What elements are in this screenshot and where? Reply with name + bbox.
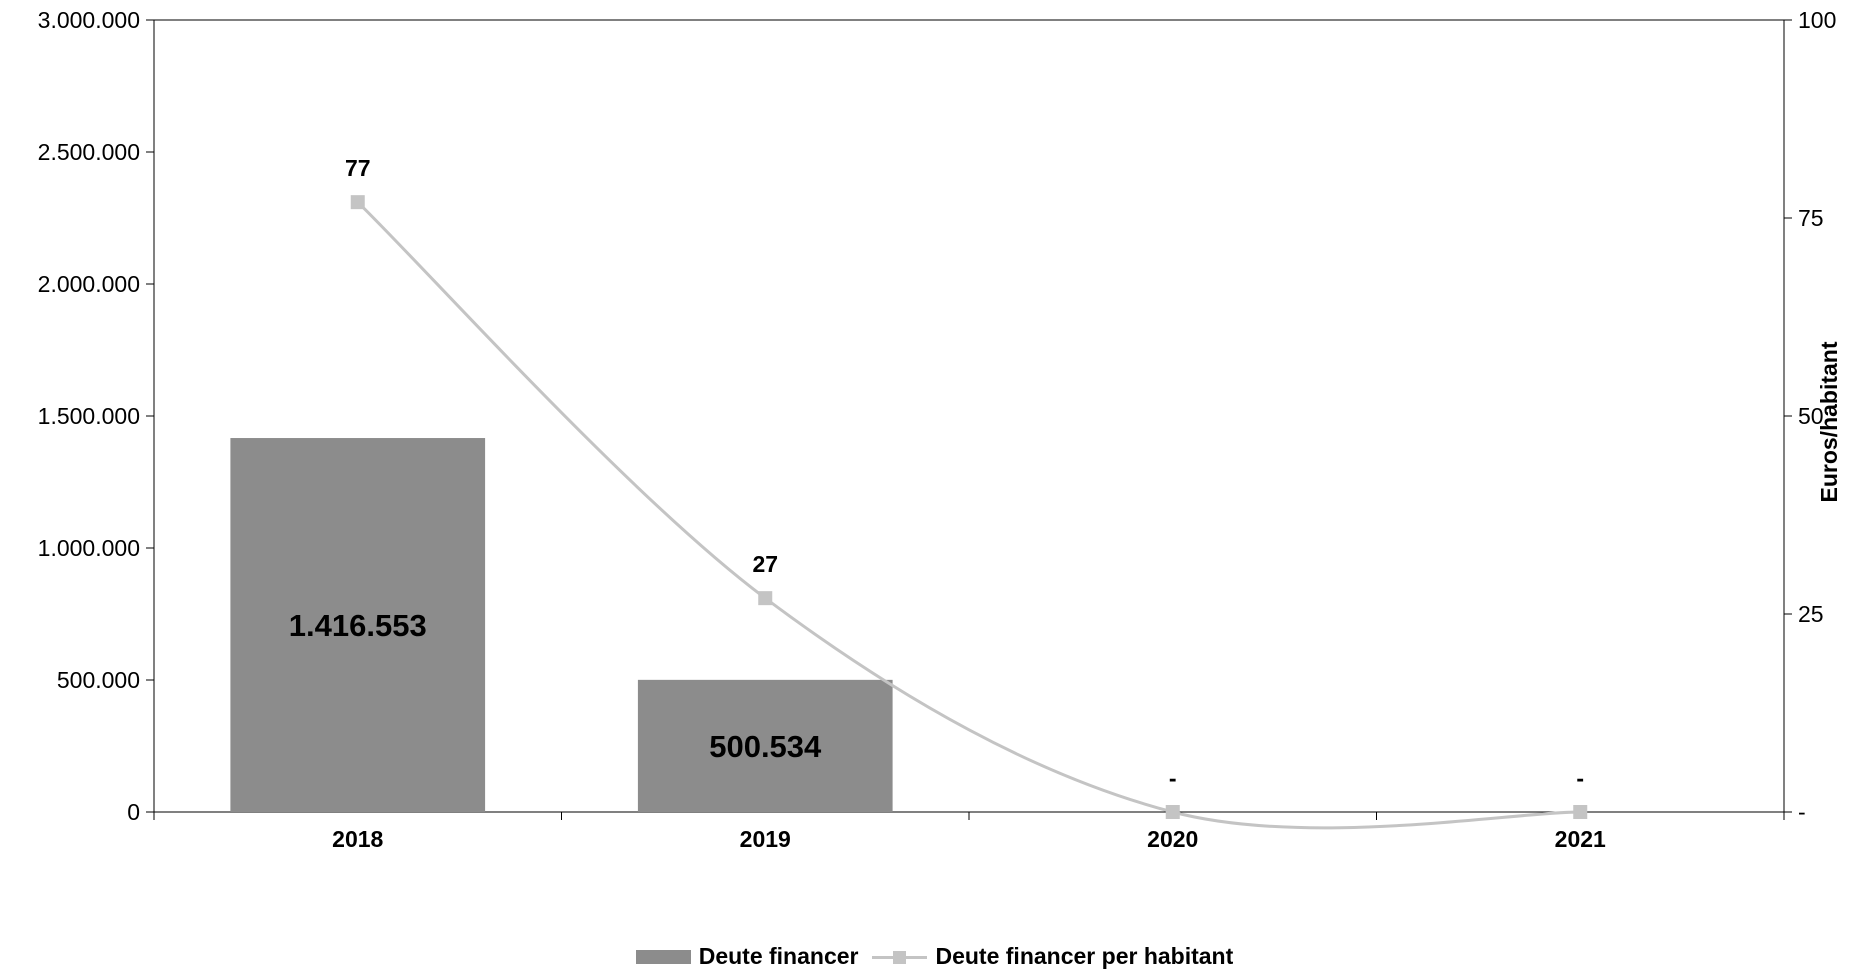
line-path [356,201,1581,830]
y2-tick-label: 75 [1798,205,1824,231]
bar [230,438,486,812]
bar-value-label: 1.416.553 [289,608,427,643]
y-tick-label: 500.000 [57,667,140,693]
legend-item-line: Deute financer per habitant [872,943,1233,970]
bar-value-label: 500.534 [709,729,822,764]
y2-tick-label: 25 [1798,601,1824,627]
y-tick-label: 1.500.000 [38,403,140,429]
y-tick-label: 2.500.000 [38,139,140,165]
x-tick-label: 2021 [1555,826,1606,852]
line-value-label: - [1169,765,1177,791]
x-tick-label: 2019 [740,826,791,852]
bar [637,679,893,812]
line-value-label: 77 [345,155,371,181]
legend-line-label: Deute financer per habitant [935,943,1234,969]
line-marker [350,195,365,210]
legend-bar-label: Deute financer [698,943,859,969]
y-tick-label: 3.000.000 [38,7,140,33]
legend-item-bar: Deute financer [635,943,859,970]
y2-tick-label: 100 [1798,7,1836,33]
line-marker [758,591,773,606]
line-series [350,195,1588,830]
data-labels: 1.416.553 500.534 77 27 - - [289,155,1584,791]
legend-bar-swatch [635,949,691,964]
y2-tick-label: 50 [1798,403,1824,429]
y2-tick-label: - [1798,799,1806,825]
line-marker [1573,805,1588,819]
y-tick-label: 1.000.000 [38,535,140,561]
x-tick-label: 2020 [1147,826,1198,852]
line-value-label: 27 [752,551,778,577]
axes: 0 500.000 1.000.000 1.500.000 2.000.000 2.500… [38,7,1837,852]
line-value-label: - [1576,765,1584,791]
legend-line-swatch [872,950,928,964]
line-marker [1165,805,1180,819]
legend: Deute financer Deute financer per habita… [0,943,1869,970]
bars [230,438,893,812]
y-tick-label: 0 [127,799,140,825]
y2-axis-title: Euros/habitant [1816,341,1842,502]
x-tick-label: 2018 [332,826,383,852]
y-tick-label: 2.000.000 [38,271,140,297]
